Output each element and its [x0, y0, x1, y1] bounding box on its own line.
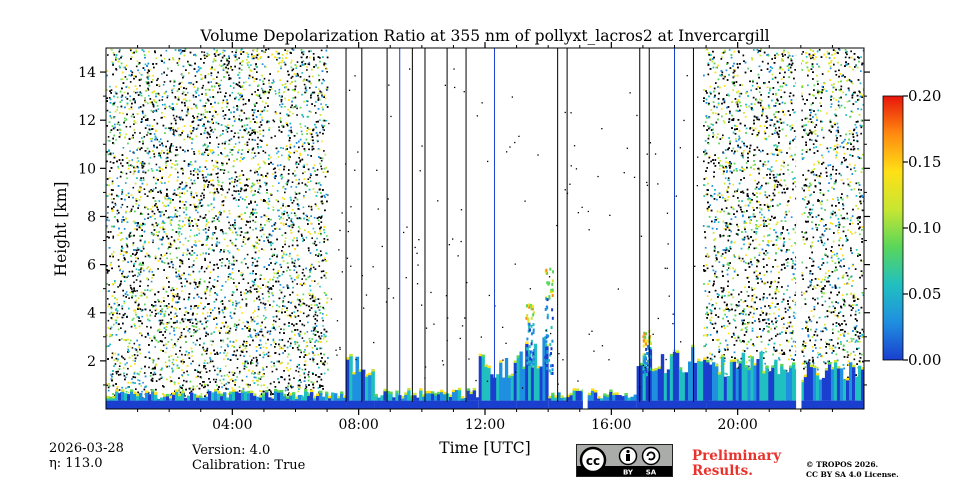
eta-text: η: 113.0	[49, 456, 103, 471]
colorbar-tick-label-3: 0.15	[908, 153, 941, 171]
aerosol-layer-7	[706, 351, 802, 409]
cc-sa-label: SA	[646, 469, 657, 477]
plume-1	[525, 303, 536, 368]
colorbar	[882, 95, 904, 361]
x-tick-label-0: 04:00	[212, 417, 252, 433]
preliminary-line-1: Preliminary	[692, 448, 782, 464]
aerosol-layer-2	[374, 387, 480, 409]
cc-license-badge: cc BY SA	[576, 444, 673, 477]
calibration-text: Calibration: True	[192, 458, 306, 473]
x-tick-label-2: 12:00	[465, 417, 505, 433]
cc-logo-icon: cc BY SA	[577, 446, 672, 477]
data-gap-0	[582, 48, 588, 409]
aerosol-layer-8	[800, 360, 864, 409]
y-axis-label: Height [km]	[52, 182, 70, 277]
y-tick-label-0: 2	[87, 354, 96, 370]
x-tick-label-3: 16:00	[591, 417, 631, 433]
version-text: Version: 4.0	[192, 443, 271, 458]
x-tick-label-4: 20:00	[717, 417, 757, 433]
plume-0	[544, 267, 554, 375]
colorbar-tick-label-1: 0.05	[908, 285, 941, 303]
date-text: 2026-03-28	[49, 441, 124, 456]
copyright-line-1: © TROPOS 2026.	[806, 460, 879, 469]
plot-background	[106, 48, 864, 409]
aerosol-layer-4	[516, 337, 549, 409]
chart-title: Volume Depolarization Ratio at 355 nm of…	[199, 27, 769, 45]
cc-by-label: BY	[623, 469, 634, 477]
colorbar-ticks: 0.00 0.05 0.10 0.15 0.20	[903, 87, 941, 369]
aerosol-layer-0	[106, 389, 347, 409]
colorbar-tick-label-2: 0.10	[908, 219, 941, 237]
heatmap-layer	[106, 48, 864, 409]
y-tick-label-6: 14	[78, 65, 96, 81]
axes-layer: 04:00 08:00 12:00 16:00 20:00 2 4 6 8 10 12 14	[78, 42, 870, 433]
x-tick-label-1: 08:00	[338, 417, 378, 433]
version-info: Version: 4.0 Calibration: True	[192, 443, 305, 473]
colorbar-tick-label-0: 0.00	[908, 351, 941, 369]
y-tick-label-4: 10	[78, 161, 96, 177]
copyright-line-2: CC BY SA 4.0 License.	[806, 470, 899, 479]
date-info: 2026-03-28 η: 113.0	[49, 441, 124, 471]
data-gap-1	[796, 48, 802, 409]
colorbar-tick-label-4: 0.20	[908, 87, 941, 105]
y-tick-label-1: 4	[87, 306, 96, 322]
copyright-notice: © TROPOS 2026. CC BY SA 4.0 License.	[806, 460, 899, 480]
y-tick-label-3: 8	[87, 209, 96, 225]
y-tick-label-5: 12	[78, 113, 96, 129]
aerosol-layer-1	[346, 353, 375, 409]
preliminary-line-2: Results.	[692, 463, 753, 479]
x-axis-label: Time [UTC]	[439, 439, 530, 457]
preliminary-notice: Preliminary Results.	[692, 449, 781, 479]
clear-sky-speckle	[327, 68, 699, 389]
y-tick-label-2: 6	[87, 258, 96, 274]
